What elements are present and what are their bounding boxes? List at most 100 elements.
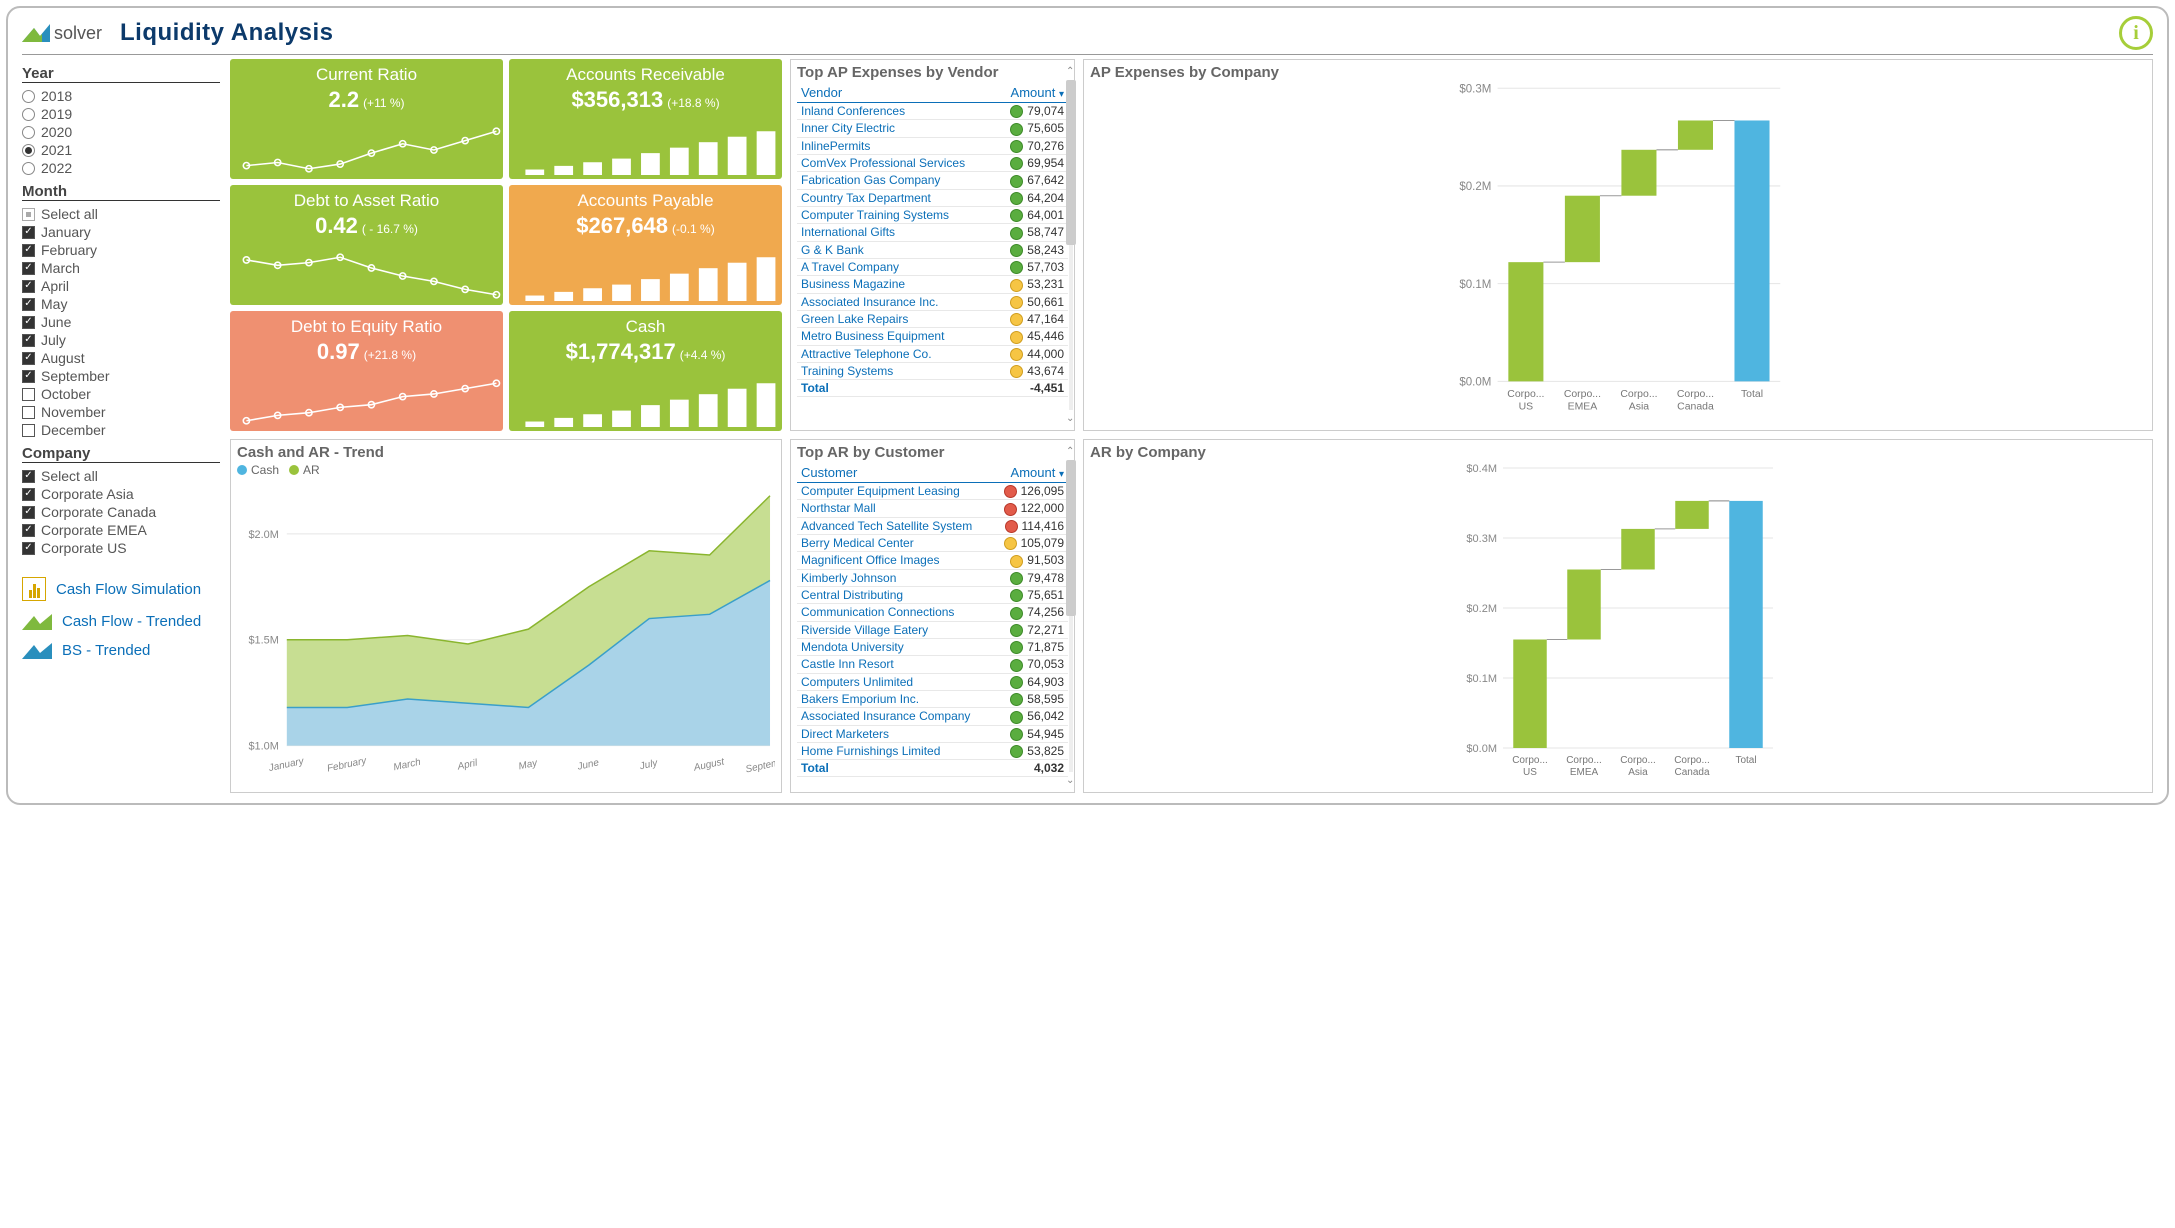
kpi-card[interactable]: Cash $1,774,317(+4.4 %) (509, 311, 782, 431)
table-row[interactable]: Inner City Electric75,605 (797, 120, 1068, 137)
table-row[interactable]: International Gifts58,747 (797, 224, 1068, 241)
company-option[interactable]: Corporate US (22, 539, 220, 557)
table-row[interactable]: Country Tax Department64,204 (797, 189, 1068, 206)
table-row[interactable]: Attractive Telephone Co.44,000 (797, 345, 1068, 362)
svg-text:Corpo...: Corpo... (1620, 389, 1657, 400)
table-row[interactable]: Castle Inn Resort70,053 (797, 656, 1068, 673)
month-option[interactable]: April (22, 277, 220, 295)
month-select-all[interactable]: Select all (22, 205, 220, 223)
table-row[interactable]: A Travel Company57,703 (797, 258, 1068, 275)
month-option[interactable]: February (22, 241, 220, 259)
month-option[interactable]: March (22, 259, 220, 277)
svg-text:April: April (456, 757, 480, 772)
svg-text:Total: Total (1741, 389, 1763, 400)
svg-text:$0.2M: $0.2M (1466, 603, 1497, 615)
table-row[interactable]: Metro Business Equipment45,446 (797, 328, 1068, 345)
svg-text:May: May (518, 758, 540, 773)
year-option-2022[interactable]: 2022 (22, 159, 220, 177)
month-option[interactable]: January (22, 223, 220, 241)
company-option[interactable]: Corporate Canada (22, 503, 220, 521)
month-option[interactable]: November (22, 403, 220, 421)
svg-text:Corpo...: Corpo... (1674, 755, 1710, 766)
svg-text:Corpo...: Corpo... (1677, 389, 1714, 400)
table-row[interactable]: Green Lake Repairs47,164 (797, 310, 1068, 327)
kpi-card[interactable]: Debt to Asset Ratio 0.42( - 16.7 %) (230, 185, 503, 305)
logo-icon (22, 24, 50, 42)
svg-text:$1.0M: $1.0M (248, 741, 278, 753)
kpi-card[interactable]: Debt to Equity Ratio 0.97(+21.8 %) (230, 311, 503, 431)
svg-text:Canada: Canada (1674, 767, 1709, 778)
table-row[interactable]: Central Distributing75,651 (797, 586, 1068, 603)
month-option[interactable]: June (22, 313, 220, 331)
svg-text:July: July (638, 758, 660, 773)
table-row[interactable]: G & K Bank58,243 (797, 241, 1068, 258)
table-row[interactable]: Mendota University71,875 (797, 638, 1068, 655)
table-row[interactable]: Associated Insurance Inc.50,661 (797, 293, 1068, 310)
table-row[interactable]: Riverside Village Eatery72,271 (797, 621, 1068, 638)
top-ap-panel: Top AP Expenses by Vendor VendorAmount ▾… (790, 59, 1075, 431)
table-row[interactable]: Home Furnishings Limited53,825 (797, 742, 1068, 759)
svg-text:January: January (267, 756, 306, 775)
table-row[interactable]: Associated Insurance Company56,042 (797, 708, 1068, 725)
svg-text:$2.0M: $2.0M (248, 529, 278, 541)
svg-text:$0.2M: $0.2M (1459, 181, 1491, 193)
table-row[interactable]: Computer Equipment Leasing126,095 (797, 483, 1068, 500)
scrollbar[interactable]: ⌃⌄ (1066, 80, 1076, 410)
year-option-2020[interactable]: 2020 (22, 123, 220, 141)
bars-icon (22, 577, 46, 601)
svg-text:Asia: Asia (1629, 402, 1650, 413)
company-option[interactable]: Corporate EMEA (22, 521, 220, 539)
scrollbar[interactable]: ⌃⌄ (1066, 460, 1076, 772)
table-row[interactable]: Training Systems43,674 (797, 362, 1068, 379)
table-row[interactable]: Kimberly Johnson79,478 (797, 569, 1068, 586)
table-row[interactable]: Fabrication Gas Company67,642 (797, 172, 1068, 189)
logo: solver (22, 23, 102, 44)
table-row[interactable]: Magnificent Office Images91,503 (797, 552, 1068, 569)
logo-text: solver (54, 23, 102, 44)
table-row[interactable]: Northstar Mall122,000 (797, 500, 1068, 517)
month-option[interactable]: May (22, 295, 220, 313)
company-select-all[interactable]: Select all (22, 467, 220, 485)
kpi-card[interactable]: Accounts Payable $267,648(-0.1 %) (509, 185, 782, 305)
svg-text:February: February (326, 755, 368, 774)
table-row[interactable]: ComVex Professional Services69,954 (797, 154, 1068, 171)
table-row[interactable]: Business Magazine53,231 (797, 276, 1068, 293)
table-row[interactable]: Computer Training Systems64,001 (797, 206, 1068, 223)
year-option-2019[interactable]: 2019 (22, 105, 220, 123)
nav-link[interactable]: BS - Trended (22, 636, 220, 665)
year-option-2021[interactable]: 2021 (22, 141, 220, 159)
kpi-card[interactable]: Current Ratio 2.2(+11 %) (230, 59, 503, 179)
table-row[interactable]: Computers Unlimited64,903 (797, 673, 1068, 690)
svg-text:Corpo...: Corpo... (1507, 389, 1544, 400)
month-option[interactable]: September (22, 367, 220, 385)
month-option[interactable]: October (22, 385, 220, 403)
filter-title-company: Company (22, 445, 220, 463)
ar-company-chart: AR by Company $0.0M$0.1M$0.2M$0.3M$0.4MC… (1083, 439, 2153, 793)
table-row[interactable]: Berry Medical Center105,079 (797, 534, 1068, 551)
table-row[interactable]: Direct Marketers54,945 (797, 725, 1068, 742)
nav-link[interactable]: Cash Flow Simulation (22, 571, 220, 607)
svg-text:$0.1M: $0.1M (1466, 673, 1497, 685)
filter-title-year: Year (22, 65, 220, 83)
month-option[interactable]: July (22, 331, 220, 349)
kpi-card[interactable]: Accounts Receivable $356,313(+18.8 %) (509, 59, 782, 179)
table-row[interactable]: Bakers Emporium Inc.58,595 (797, 690, 1068, 707)
svg-text:Total: Total (1735, 755, 1756, 766)
top-ar-panel: Top AR by Customer CustomerAmount ▾ Comp… (790, 439, 1075, 793)
table-row[interactable]: InlinePermits70,276 (797, 137, 1068, 154)
info-icon[interactable]: i (2119, 16, 2153, 50)
nav-link[interactable]: Cash Flow - Trended (22, 607, 220, 636)
table-row[interactable]: Inland Conferences79,074 (797, 103, 1068, 120)
header: solver Liquidity Analysis i (22, 16, 2153, 55)
table-row[interactable]: Communication Connections74,256 (797, 604, 1068, 621)
svg-text:Corpo...: Corpo... (1620, 755, 1656, 766)
month-option[interactable]: December (22, 421, 220, 439)
year-option-2018[interactable]: 2018 (22, 87, 220, 105)
top-ap-table: VendorAmount ▾ Inland Conferences79,074I… (797, 83, 1068, 397)
company-option[interactable]: Corporate Asia (22, 485, 220, 503)
svg-text:Canada: Canada (1677, 402, 1714, 413)
svg-text:Corpo...: Corpo... (1512, 755, 1548, 766)
month-option[interactable]: August (22, 349, 220, 367)
panel-title: Top AP Expenses by Vendor (797, 64, 1068, 81)
table-row[interactable]: Advanced Tech Satellite System114,416 (797, 517, 1068, 534)
